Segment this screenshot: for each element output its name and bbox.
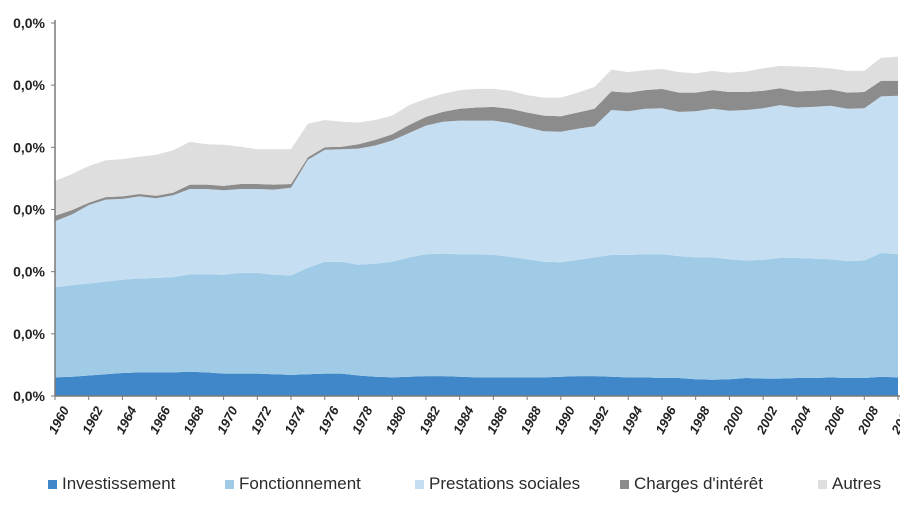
chart-area-layers [55, 56, 898, 396]
legend-label: Investissement [62, 474, 176, 493]
y-tick-label: 0,0% [13, 388, 45, 404]
y-tick-label: 0,0% [13, 77, 45, 93]
area-series-2 [55, 95, 898, 288]
y-tick-label: 0,0% [13, 264, 45, 280]
legend-item: Autres [818, 474, 881, 494]
legend-label: Charges d'intérêt [634, 474, 763, 493]
y-tick-label: 0,0% [13, 15, 45, 31]
y-tick-label: 0,0% [13, 202, 45, 218]
x-tick-label: 1998 [686, 403, 713, 436]
x-tick-label: 2000 [719, 403, 747, 437]
x-tick-label: 1994 [619, 403, 646, 436]
y-tick-label: 0,0% [13, 139, 45, 155]
x-tick-label: 1968 [180, 403, 207, 436]
x-tick-label: 1984 [450, 403, 477, 436]
legend-swatch [225, 479, 234, 489]
x-axis-ticks: 1960 1962 1964 1966 1968 1970 1972 1974 1976 1978… [45, 396, 900, 437]
legend-item: Investissement [48, 474, 175, 494]
legend-swatch [818, 479, 827, 489]
x-tick-label: 1992 [585, 403, 612, 436]
chart-legend: Investissement Fonctionnement Prestations … [0, 468, 900, 504]
x-tick-label: 1996 [652, 403, 679, 436]
legend-label: Prestations sociales [429, 474, 581, 493]
legend-item: Fonctionnement [225, 474, 361, 494]
x-tick-label: 1976 [315, 403, 342, 436]
x-tick-label: 1980 [382, 403, 409, 436]
x-tick-label: 1972 [248, 403, 275, 436]
x-tick-label: 1960 [45, 403, 72, 436]
x-tick-label: 2010 [888, 403, 900, 437]
x-tick-label: 1986 [484, 403, 511, 436]
area-series-4 [55, 56, 898, 216]
legend-swatch [620, 479, 629, 489]
y-axis-ticks: 0,0% 0,0% 0,0% 0,0% 0,0% 0,0% 0,0% [13, 15, 55, 404]
x-tick-label: 1978 [349, 403, 376, 436]
legend-label: Fonctionnement [239, 474, 361, 493]
x-tick-label: 2006 [820, 403, 848, 437]
legend-label: Autres [832, 474, 882, 493]
x-tick-label: 2004 [787, 403, 815, 437]
x-tick-label: 1970 [214, 403, 241, 436]
x-tick-label: 1988 [517, 403, 544, 436]
area-series-0 [55, 371, 898, 396]
area-series-3 [55, 80, 898, 222]
x-tick-label: 1974 [281, 403, 308, 436]
x-tick-label: 2008 [854, 403, 882, 437]
area-series-1 [55, 253, 898, 380]
x-tick-label: 1964 [113, 403, 140, 436]
y-tick-label: 0,0% [13, 326, 45, 342]
x-tick-label: 1966 [146, 403, 173, 436]
legend-swatch [415, 479, 424, 489]
legend-item: Charges d'intérêt [620, 474, 763, 494]
x-tick-label: 1990 [551, 403, 578, 436]
x-tick-label: 2002 [753, 403, 781, 437]
x-tick-label: 1982 [416, 403, 443, 436]
legend-item: Prestations sociales [415, 474, 580, 494]
legend-swatch [48, 479, 57, 489]
x-tick-label: 1962 [79, 403, 106, 436]
